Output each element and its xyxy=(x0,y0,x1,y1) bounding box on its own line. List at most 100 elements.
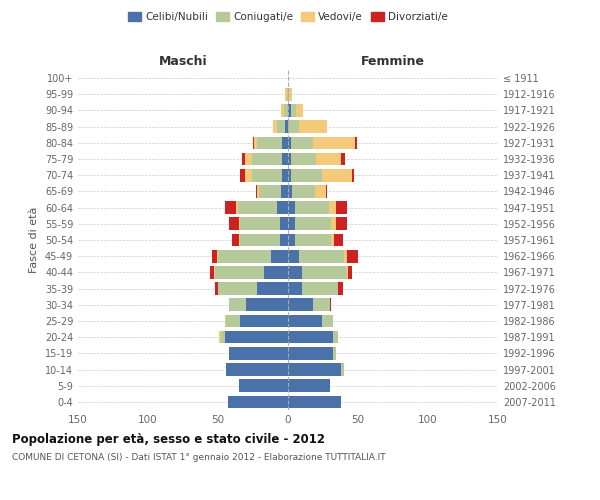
Bar xyxy=(288,218,295,230)
Bar xyxy=(238,202,277,214)
Text: Femmine: Femmine xyxy=(361,54,425,68)
Bar xyxy=(246,298,288,311)
Y-axis label: Fasce di età: Fasce di età xyxy=(29,207,39,273)
Bar xyxy=(271,250,288,262)
Bar xyxy=(285,88,287,101)
Bar xyxy=(251,169,283,181)
Bar xyxy=(331,218,335,230)
Bar xyxy=(302,282,338,295)
Bar xyxy=(281,104,284,117)
Bar xyxy=(272,120,277,133)
Bar xyxy=(355,136,356,149)
Bar xyxy=(289,88,292,101)
Bar xyxy=(288,120,299,133)
Bar xyxy=(287,88,288,101)
Bar xyxy=(217,250,218,262)
Bar xyxy=(209,266,214,278)
Bar xyxy=(299,120,327,133)
Bar xyxy=(295,234,331,246)
Y-axis label: Anni di nascita: Anni di nascita xyxy=(599,202,600,278)
Bar xyxy=(281,185,288,198)
Bar xyxy=(288,88,289,101)
Bar xyxy=(264,266,288,278)
Bar xyxy=(236,202,238,214)
Bar xyxy=(239,234,241,246)
Bar xyxy=(215,282,218,295)
Bar xyxy=(299,250,344,262)
Bar xyxy=(218,282,257,295)
Bar xyxy=(333,331,338,344)
Bar xyxy=(214,266,215,278)
Bar xyxy=(280,218,288,230)
Bar xyxy=(295,218,331,230)
Text: Popolazione per età, sesso e stato civile - 2012: Popolazione per età, sesso e stato civil… xyxy=(12,432,325,446)
Bar xyxy=(322,169,352,181)
Bar xyxy=(241,169,245,181)
Bar xyxy=(242,152,245,166)
Bar xyxy=(245,169,251,181)
Bar xyxy=(295,202,329,214)
Bar xyxy=(226,363,288,376)
Bar xyxy=(288,185,292,198)
Bar xyxy=(288,136,291,149)
Bar xyxy=(221,331,225,344)
Bar xyxy=(283,136,288,149)
Bar xyxy=(348,266,352,278)
Bar xyxy=(335,202,347,214)
Bar xyxy=(225,331,288,344)
Bar xyxy=(333,347,335,360)
Bar xyxy=(257,282,288,295)
Bar xyxy=(241,218,280,230)
Bar xyxy=(329,202,335,214)
Bar xyxy=(288,104,291,117)
Bar xyxy=(241,314,288,328)
Bar xyxy=(229,347,288,360)
Bar xyxy=(292,185,314,198)
Bar xyxy=(215,266,264,278)
Bar xyxy=(291,104,296,117)
Bar xyxy=(338,282,343,295)
Bar xyxy=(218,250,271,262)
Bar xyxy=(239,380,288,392)
Bar xyxy=(331,234,334,246)
Bar xyxy=(347,250,358,262)
Bar xyxy=(316,152,341,166)
Bar xyxy=(277,120,285,133)
Bar xyxy=(285,120,288,133)
Bar xyxy=(228,396,288,408)
Text: Maschi: Maschi xyxy=(158,54,208,68)
Bar xyxy=(330,298,331,311)
Text: COMUNE DI CETONA (SI) - Dati ISTAT 1° gennaio 2012 - Elaborazione TUTTITALIA.IT: COMUNE DI CETONA (SI) - Dati ISTAT 1° ge… xyxy=(12,452,386,462)
Bar xyxy=(288,331,333,344)
Bar xyxy=(335,218,347,230)
Bar xyxy=(288,396,341,408)
Bar xyxy=(291,152,316,166)
Bar xyxy=(225,314,226,328)
Bar xyxy=(284,104,288,117)
Bar xyxy=(313,298,330,311)
Bar xyxy=(334,234,343,246)
Bar xyxy=(239,218,241,230)
Bar xyxy=(326,185,327,198)
Bar xyxy=(259,185,281,198)
Bar xyxy=(254,136,257,149)
Bar xyxy=(288,363,341,376)
Bar xyxy=(229,218,239,230)
Bar xyxy=(288,347,333,360)
Bar xyxy=(241,234,280,246)
Bar xyxy=(280,234,288,246)
Bar xyxy=(256,185,257,198)
Bar xyxy=(288,282,302,295)
Bar xyxy=(229,298,246,311)
Bar xyxy=(257,185,259,198)
Bar xyxy=(220,331,221,344)
Bar xyxy=(232,234,239,246)
Bar xyxy=(251,152,283,166)
Bar xyxy=(291,169,322,181)
Bar xyxy=(288,380,330,392)
Bar xyxy=(283,152,288,166)
Bar xyxy=(225,202,236,214)
Bar xyxy=(291,136,313,149)
Bar xyxy=(283,169,288,181)
Bar xyxy=(296,104,304,117)
